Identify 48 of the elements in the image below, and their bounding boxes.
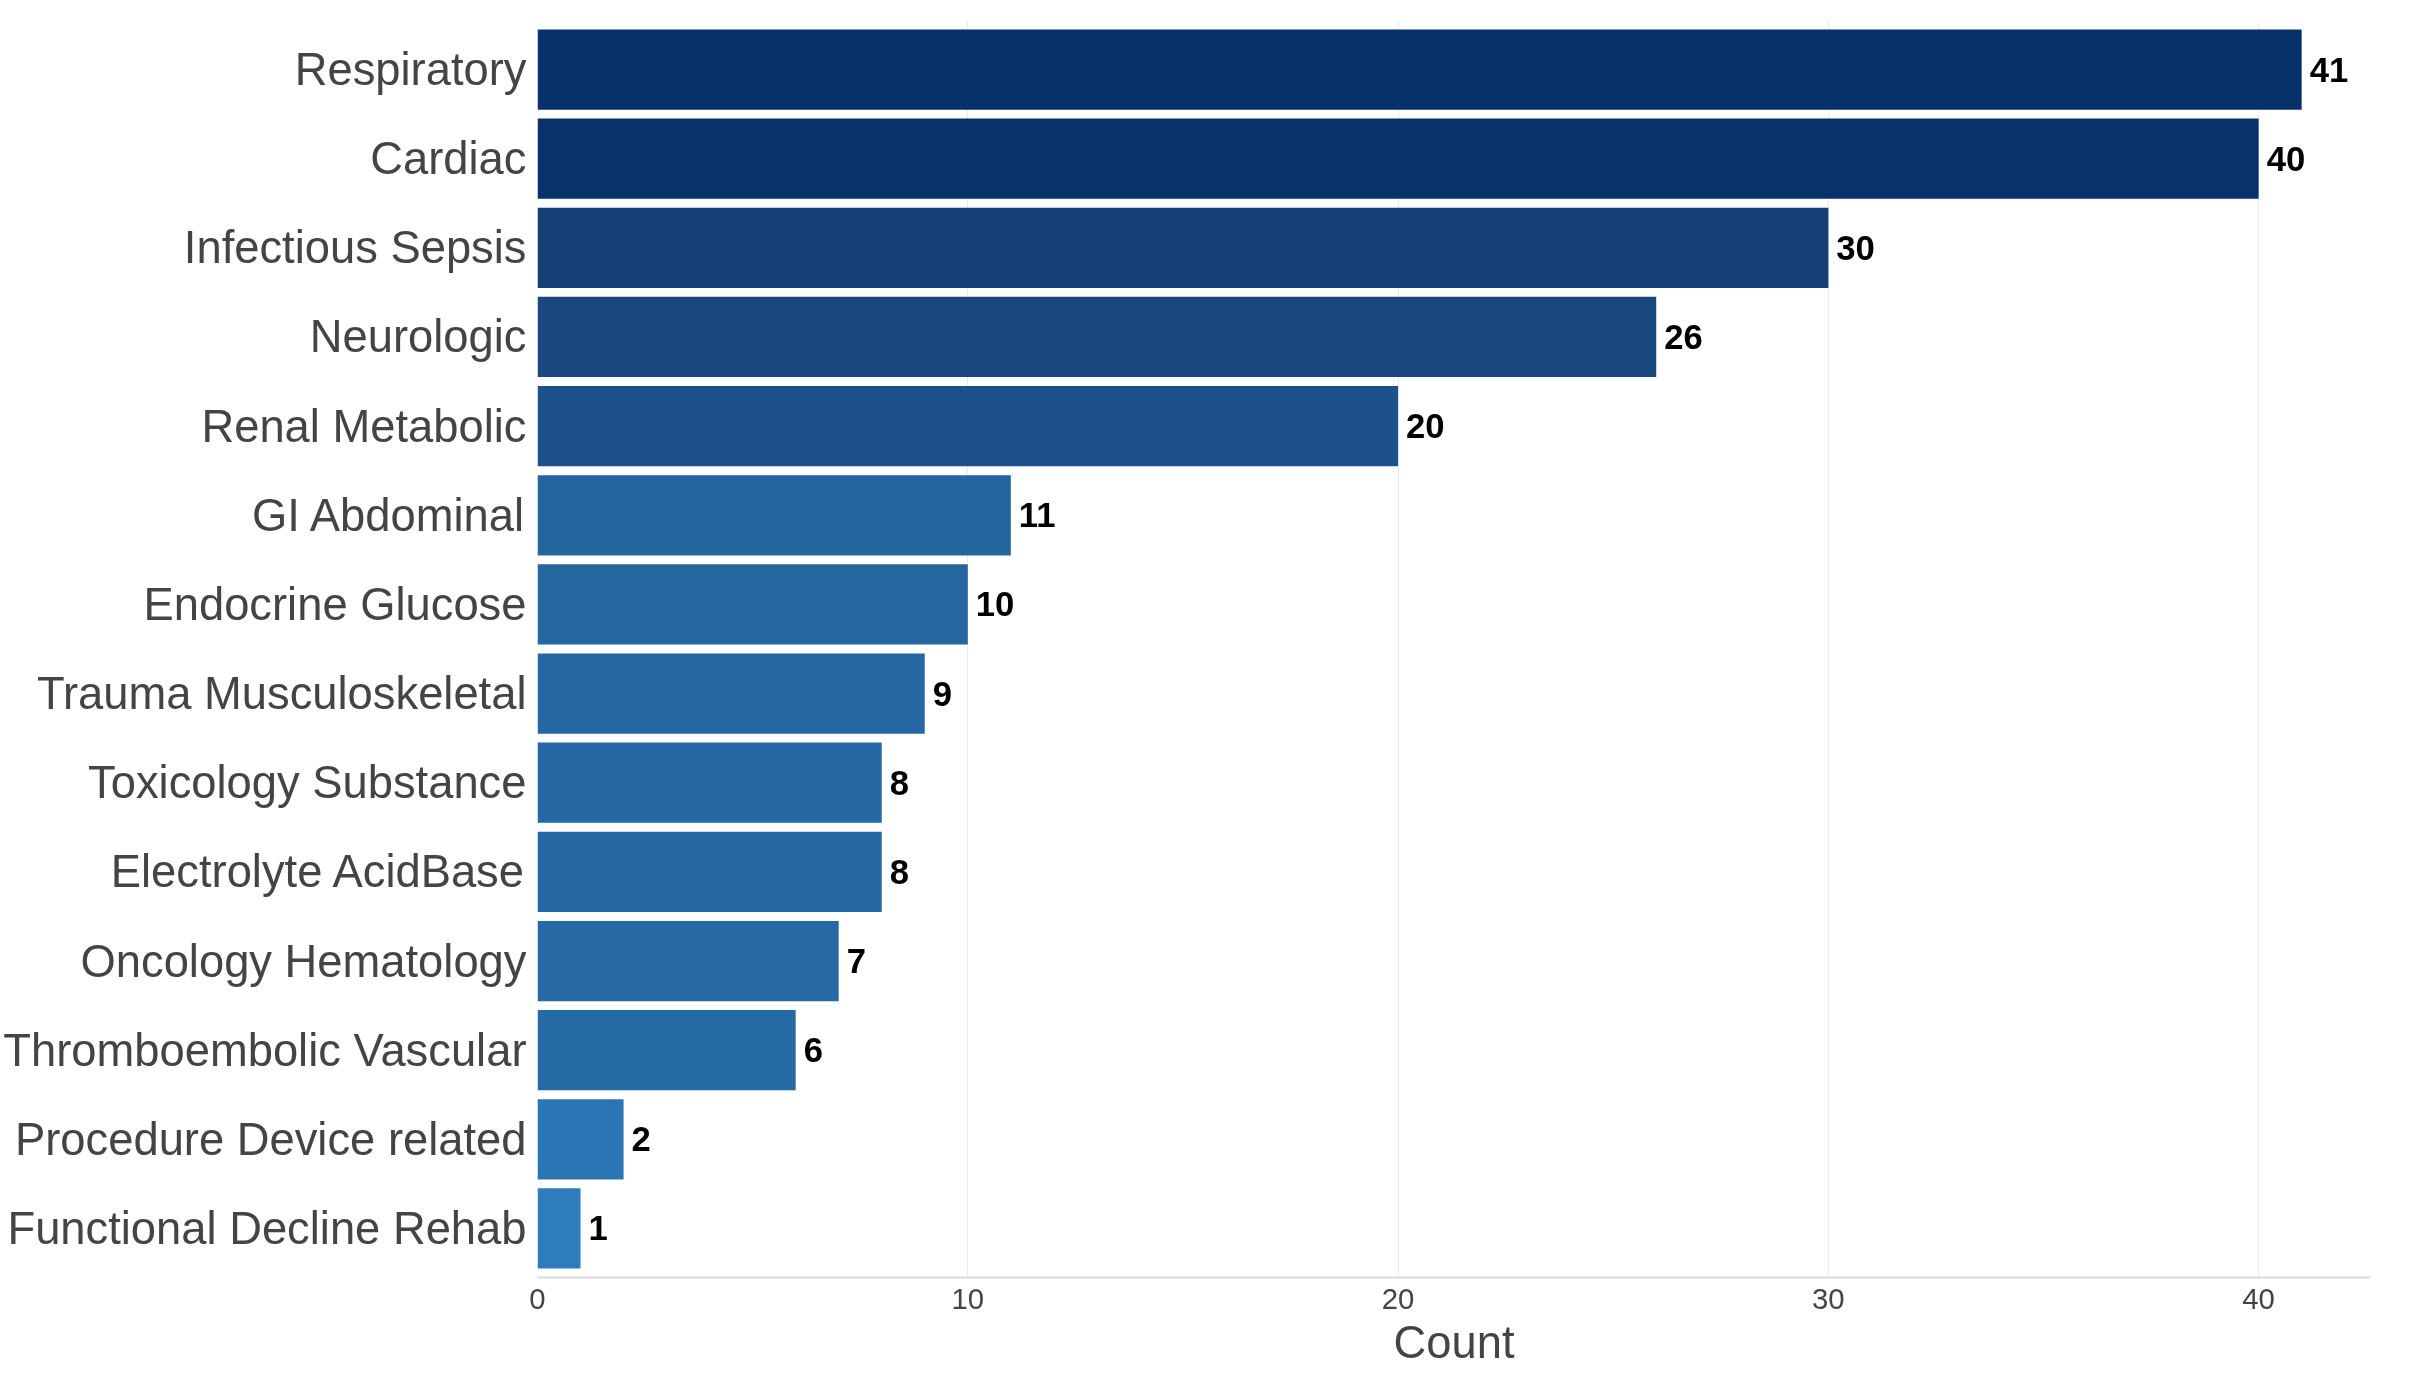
data-label: 30 — [1836, 228, 1875, 267]
x-tick-label: 0 — [529, 1281, 546, 1315]
bar — [537, 653, 925, 734]
x-tick-label: 30 — [1812, 1281, 1845, 1315]
y-tick-label: Trauma Musculoskeletal — [36, 668, 527, 720]
bar — [537, 207, 1829, 288]
bar — [537, 29, 2302, 110]
data-label: 40 — [2266, 139, 2306, 178]
data-label: 8 — [889, 763, 910, 802]
data-label: 1 — [588, 1209, 608, 1248]
y-tick-label: Thromboembolic Vascular — [3, 1024, 527, 1076]
bar — [537, 920, 839, 1002]
y-tick-label: Functional Decline Rehab — [7, 1202, 527, 1254]
y-tick-label: Respiratory — [294, 44, 527, 96]
data-label: 10 — [975, 585, 1015, 624]
y-tick-label: Neurologic — [309, 311, 527, 363]
x-tick-label: 20 — [1381, 1281, 1415, 1315]
y-tick-label: GI Abdominal — [251, 489, 524, 541]
y-tick-label: Cardiac — [370, 133, 527, 185]
y-tick-label: Oncology Hematology — [80, 935, 527, 987]
bar — [537, 742, 882, 823]
data-label: 11 — [1018, 496, 1056, 535]
x-axis-title: Count — [1393, 1316, 1515, 1368]
y-tick-label: Electrolyte AcidBase — [110, 846, 524, 898]
y-tick-label: Toxicology Substance — [88, 757, 527, 809]
data-label: 20 — [1406, 407, 1445, 446]
data-label: 9 — [932, 674, 953, 713]
y-tick-label: Procedure Device related — [15, 1113, 527, 1165]
bar — [537, 118, 2259, 199]
data-label: 6 — [803, 1031, 823, 1070]
bar — [537, 831, 882, 912]
bar — [537, 475, 1011, 556]
bar — [537, 1099, 624, 1180]
bar — [537, 1188, 581, 1269]
y-tick-label: Endocrine Glucose — [143, 578, 527, 630]
x-tick-label: 10 — [951, 1281, 985, 1315]
data-label: 26 — [1664, 317, 1703, 356]
bar — [537, 386, 1399, 467]
y-tick-label: Infectious Sepsis — [183, 222, 527, 274]
data-label: 7 — [846, 942, 866, 981]
x-tick-label: 40 — [2242, 1281, 2275, 1315]
bar — [537, 296, 1657, 378]
bar — [537, 564, 968, 645]
data-label: 2 — [631, 1120, 651, 1159]
data-label: 8 — [889, 852, 910, 891]
data-label: 41 — [2309, 50, 2349, 89]
y-tick-label: Renal Metabolic — [201, 400, 527, 452]
bar — [537, 1010, 796, 1091]
